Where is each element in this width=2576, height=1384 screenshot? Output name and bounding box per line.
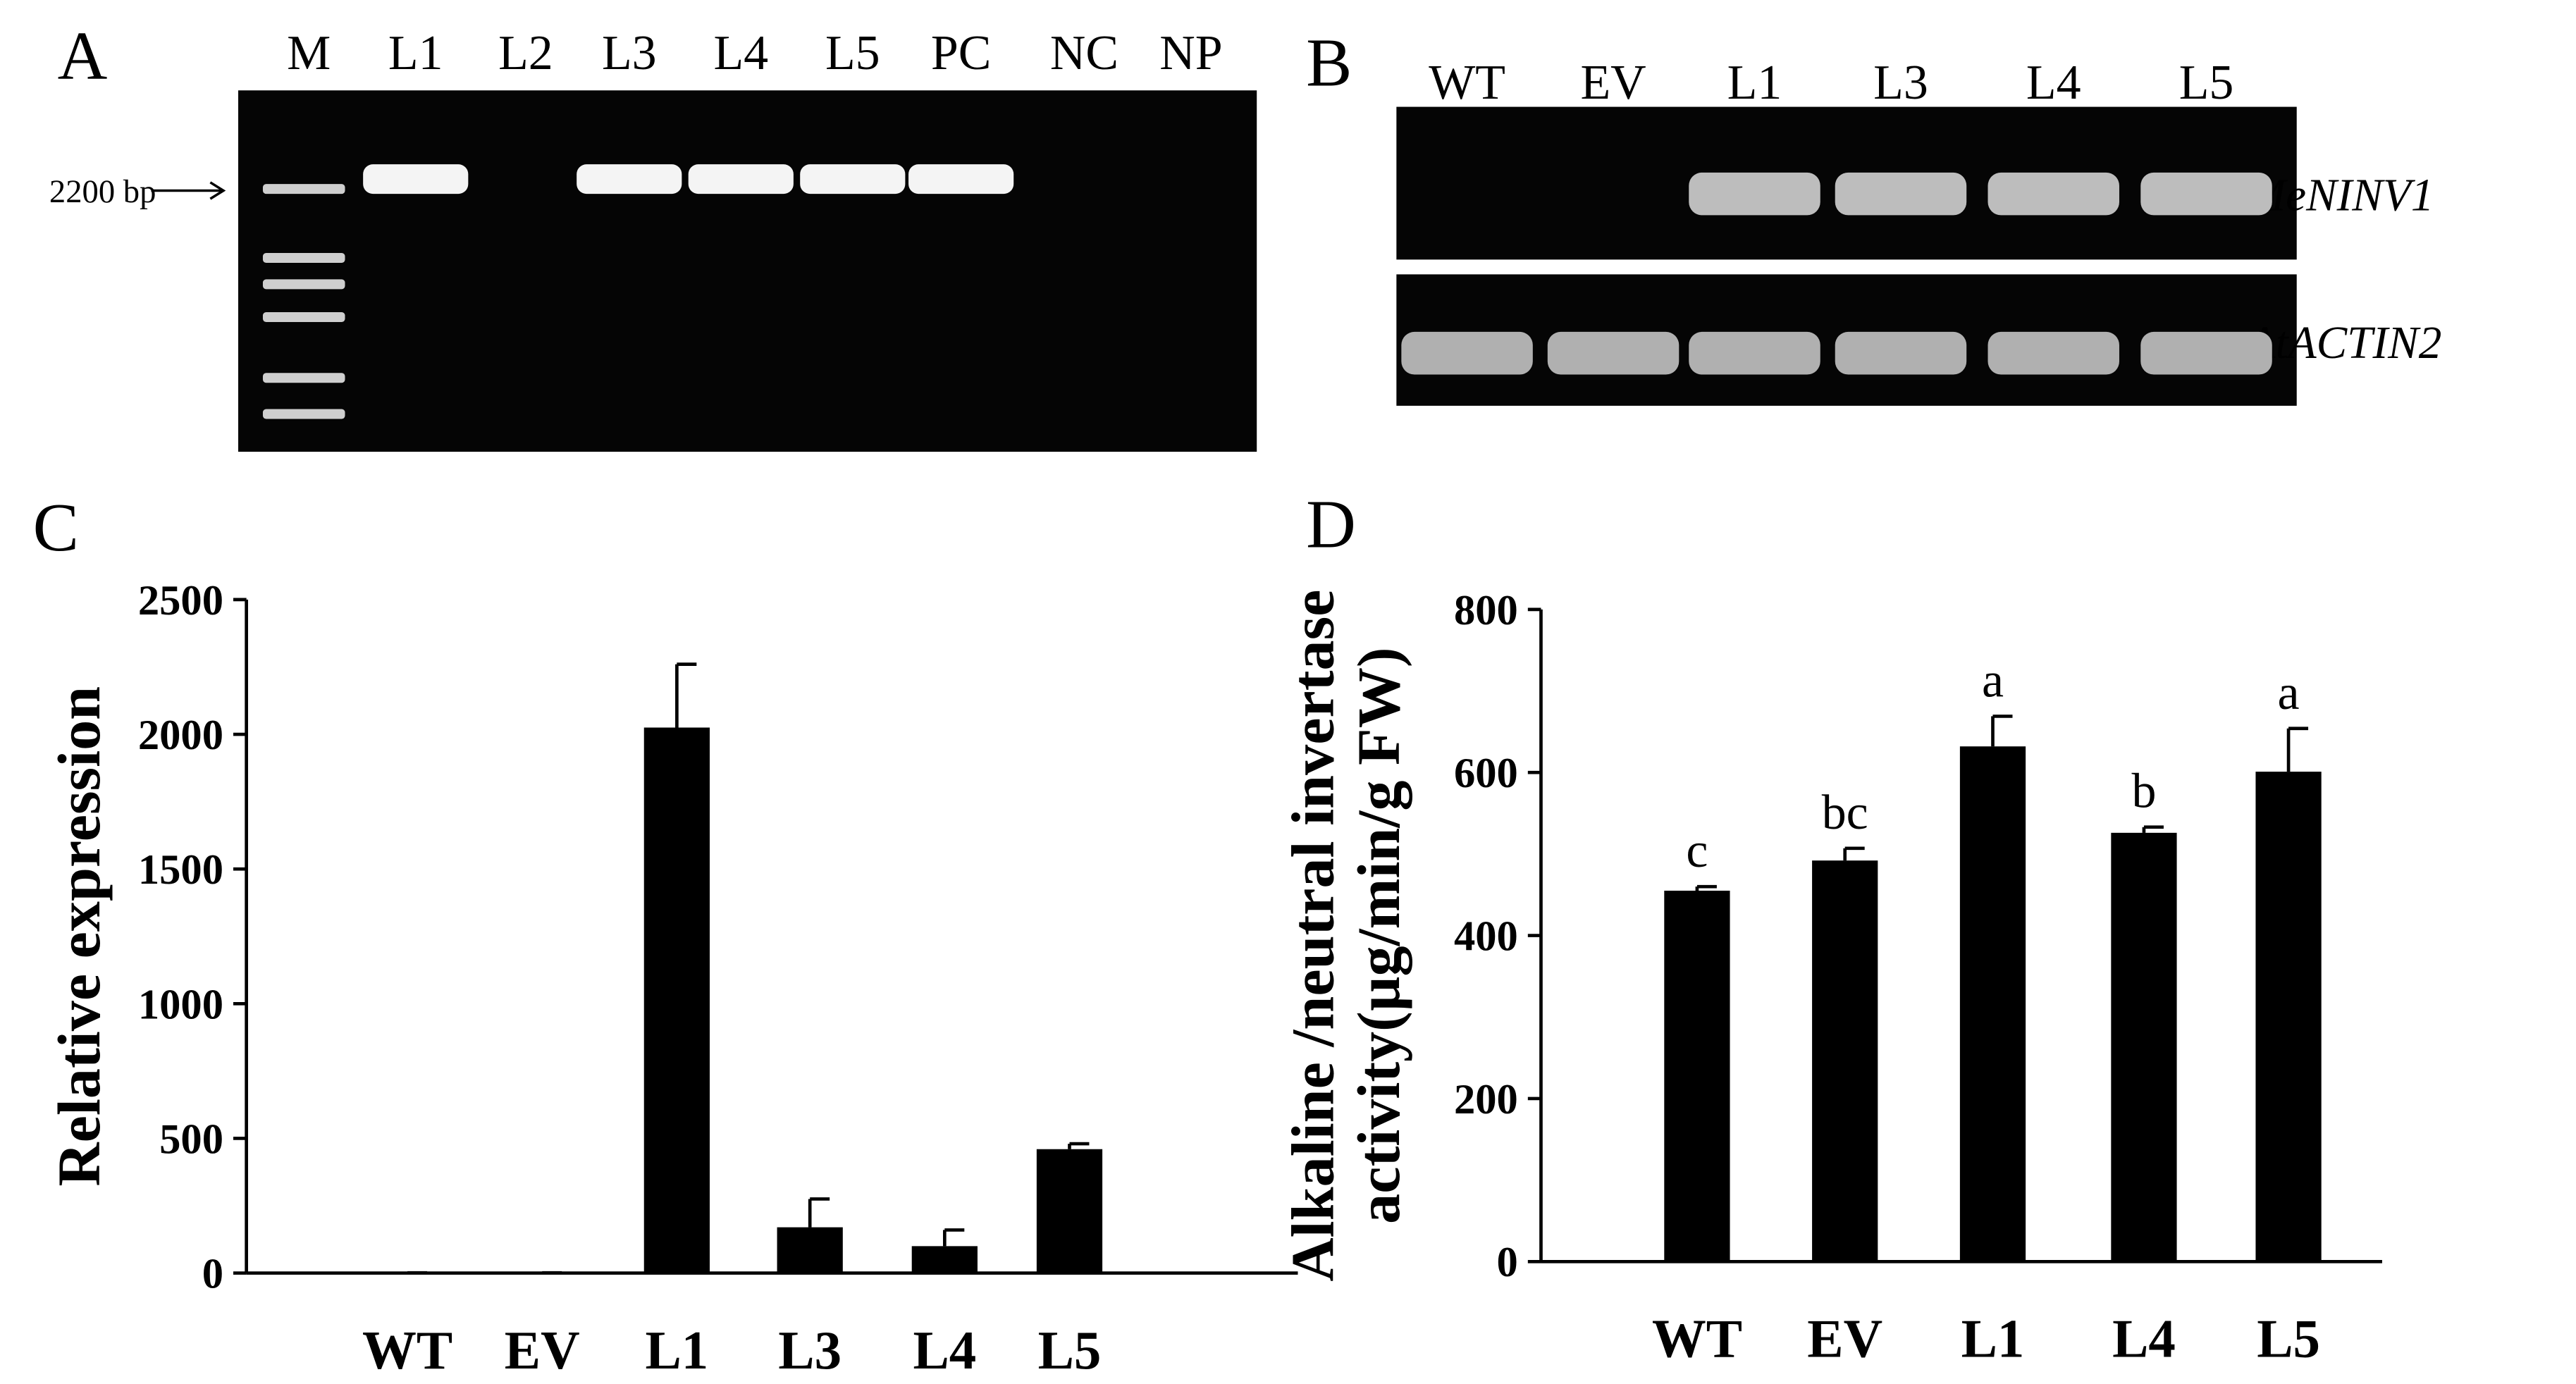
x-tick-label: L1 — [1961, 1308, 2025, 1368]
significance-letter: bc — [1822, 786, 1868, 840]
gel-band — [688, 164, 794, 194]
gel-band — [1988, 172, 2119, 216]
lane-label: NC — [1050, 26, 1118, 80]
lane-label: L4 — [713, 26, 768, 80]
error-bar — [942, 1228, 965, 1247]
x-tick-label: L3 — [778, 1320, 842, 1380]
bar — [1036, 1149, 1103, 1273]
ladder-band — [262, 373, 345, 383]
lane-label: L3 — [602, 26, 657, 80]
bar — [2111, 832, 2177, 1262]
bar — [911, 1246, 978, 1273]
ladder-band — [262, 184, 345, 194]
error-bar — [2142, 825, 2164, 833]
bar — [1812, 860, 1878, 1262]
lane-label: L1 — [388, 26, 443, 80]
y-tick-label: 2500 — [138, 577, 223, 624]
marker-label: 2200 bp — [49, 173, 156, 210]
significance-letter: c — [1686, 824, 1708, 878]
x-tick-label: WT — [362, 1320, 452, 1380]
bar — [643, 727, 710, 1273]
y-tick-label: 2000 — [138, 712, 223, 759]
y-tick-label: 200 — [1454, 1076, 1518, 1123]
bar — [2255, 772, 2322, 1262]
error-bar — [1843, 846, 1865, 861]
y-tick-label: 800 — [1454, 587, 1518, 634]
x-tick-label: L4 — [2112, 1308, 2176, 1368]
y-tick-label: 0 — [202, 1251, 223, 1298]
gel-band — [1689, 172, 1820, 216]
gel-band — [2140, 331, 2272, 375]
lane-label: L5 — [2179, 56, 2234, 110]
x-tick-label: L5 — [2257, 1308, 2320, 1368]
bar — [1664, 890, 1730, 1262]
lane-label: L3 — [1873, 56, 1928, 110]
panel-label: A — [58, 18, 108, 94]
ladder-band — [262, 253, 345, 264]
gel-band — [908, 164, 1014, 194]
lane-label: M — [287, 26, 331, 80]
y-tick-label: 500 — [159, 1116, 223, 1163]
gel-band — [2140, 172, 2272, 216]
y-tick-label: 400 — [1454, 913, 1518, 960]
gel-band — [577, 164, 682, 194]
gel-band — [1988, 331, 2119, 375]
lane-label: WT — [1429, 56, 1505, 110]
gene-label: MeNINV1 — [2247, 170, 2434, 221]
gel-band — [1401, 331, 1533, 375]
y-tick-label: 600 — [1454, 750, 1518, 797]
bar — [777, 1227, 843, 1273]
bar — [1959, 746, 2026, 1262]
lane-label: L1 — [1727, 56, 1782, 110]
lane-label: L5 — [825, 26, 880, 80]
lane-label: PC — [931, 26, 992, 80]
ladder-band — [262, 279, 345, 290]
gel-band — [1835, 172, 1967, 216]
lane-label: NP — [1159, 26, 1222, 80]
error-bar — [2286, 727, 2309, 772]
gel-band — [1835, 331, 1967, 375]
y-axis-label: Alkaline /neutral invertase — [1279, 590, 1347, 1282]
x-tick-label: WT — [1652, 1308, 1742, 1368]
lane-label: L4 — [2026, 56, 2081, 110]
gel-a — [238, 90, 1257, 452]
error-bar — [1695, 884, 1717, 891]
panel-label: B — [1306, 25, 1352, 101]
x-tick-label: L5 — [1038, 1320, 1102, 1380]
x-tick-label: L1 — [645, 1320, 708, 1380]
panel-label: C — [33, 490, 79, 566]
lane-label: L2 — [498, 26, 553, 80]
ladder-band — [262, 311, 345, 322]
y-axis-label: activity(µg/min/g FW) — [1345, 647, 1412, 1223]
x-tick-label: L4 — [913, 1320, 976, 1380]
significance-letter: a — [2278, 666, 2300, 720]
error-bar — [1991, 715, 2013, 747]
error-bar — [808, 1197, 830, 1228]
y-tick-label: 1000 — [138, 981, 223, 1028]
lane-label: EV — [1580, 56, 1646, 110]
gel-band — [1547, 331, 1680, 375]
gel-band — [1689, 331, 1820, 375]
y-tick-label: 0 — [1497, 1239, 1518, 1286]
x-tick-label: EV — [505, 1320, 580, 1380]
panel-label: D — [1306, 486, 1356, 562]
gel-band — [800, 164, 906, 194]
x-tick-label: EV — [1807, 1308, 1882, 1368]
y-tick-label: 1500 — [138, 846, 223, 894]
error-bar — [675, 662, 697, 728]
gene-label: AtACTIN2 — [2245, 318, 2442, 369]
marker-arrowhead — [209, 181, 226, 200]
significance-letter: a — [1982, 653, 2004, 708]
gel-band — [363, 164, 469, 194]
y-axis-label: Relative expression — [45, 686, 113, 1187]
ladder-band — [262, 409, 345, 419]
significance-letter: b — [2131, 765, 2156, 819]
error-bar — [1068, 1142, 1090, 1149]
